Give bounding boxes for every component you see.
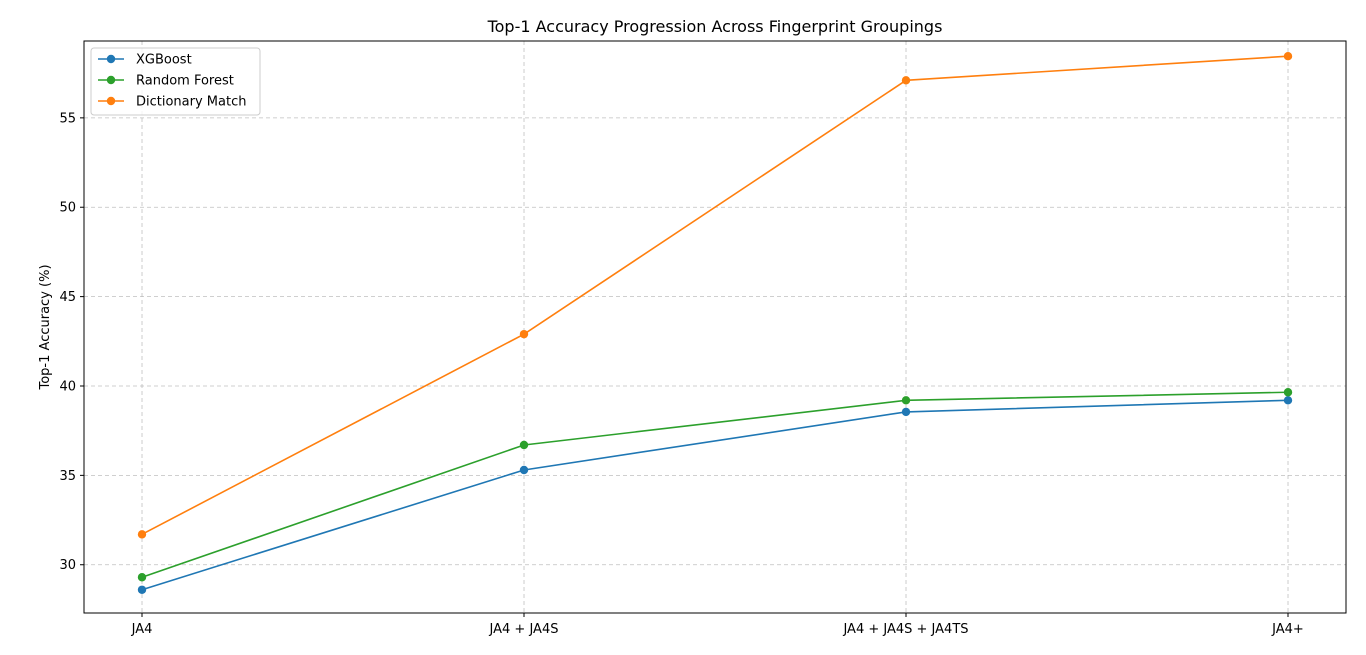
data-point (137, 573, 147, 582)
y-tick-label: 55 (59, 111, 76, 126)
data-point (1283, 388, 1293, 397)
x-tick-label: JA4+ (1271, 622, 1304, 637)
data-point (519, 440, 529, 450)
legend-marker (106, 54, 116, 64)
y-tick-label: 30 (59, 558, 76, 573)
y-tick-label: 50 (59, 201, 76, 216)
series-line (141, 55, 1289, 536)
legend-label: Dictionary Match (136, 95, 246, 110)
series-line (141, 399, 1289, 591)
legend-marker (106, 96, 116, 106)
legend: XGBoost Random Forest Dictionary Match (90, 47, 261, 116)
data-point (137, 585, 147, 594)
y-tick-label: 40 (59, 379, 76, 394)
data-point (901, 396, 911, 405)
x-tick-label: JA4 + JA4S + JA4TS (842, 622, 968, 637)
data-point (901, 407, 911, 417)
series-layer (137, 51, 1293, 594)
legend-label: Random Forest (136, 74, 234, 89)
data-point (137, 530, 147, 539)
data-point (519, 329, 529, 339)
data-point (1283, 51, 1293, 61)
y-axis-label: Top-1 Accuracy (%) (38, 264, 53, 390)
plot-frame (83, 40, 1347, 614)
grid-lines (84, 41, 1346, 613)
x-tick-label: JA4 (131, 622, 153, 637)
y-tick-label: 35 (59, 469, 76, 484)
data-point (519, 465, 529, 475)
data-point (1283, 396, 1293, 405)
x-tick-label: JA4 + JA4S (489, 622, 559, 637)
data-point (901, 76, 911, 85)
y-tick-label: 45 (59, 290, 76, 305)
tick-layer: JA4 JA4 + JA4S JA4 + JA4S + JA4TS JA4+ 30 35 4… (59, 111, 1303, 637)
legend-marker (106, 75, 116, 85)
chart-title: Top-1 Accuracy Progression Across Finger… (487, 17, 943, 36)
legend-label: XGBoost (136, 53, 192, 68)
series-line (141, 391, 1289, 579)
legend-box (90, 47, 261, 116)
